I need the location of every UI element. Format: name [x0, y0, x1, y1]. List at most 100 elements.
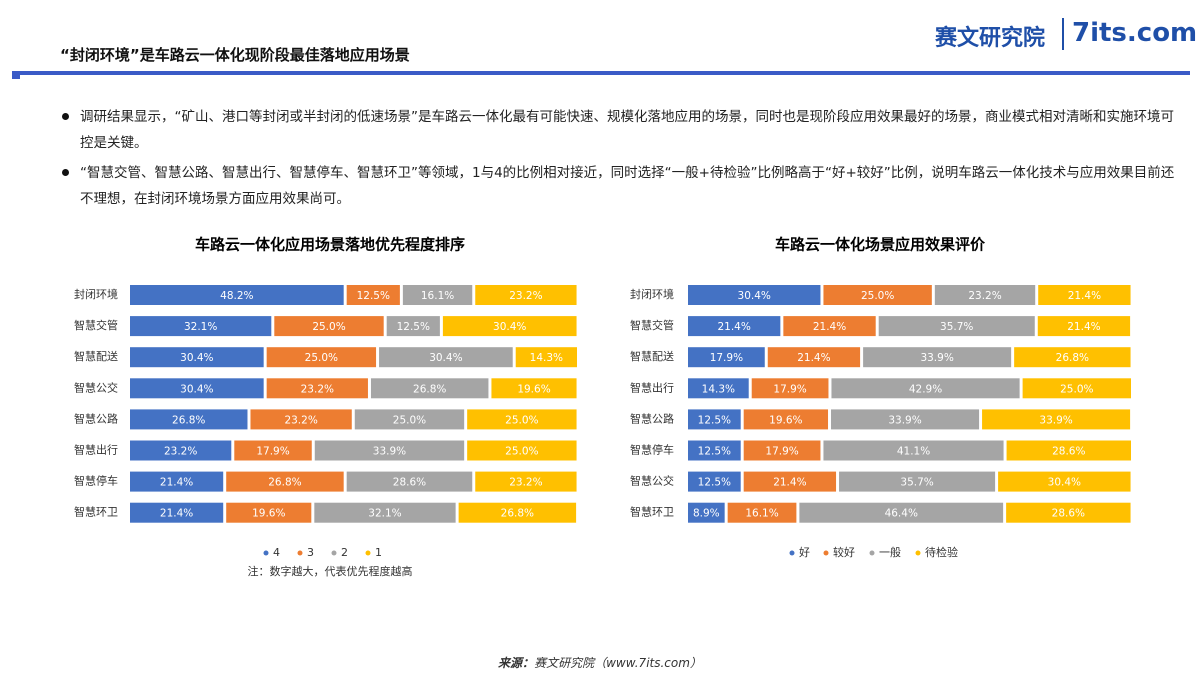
bar-segment — [346, 285, 400, 305]
bullet: “智慧交管、智慧公路、智慧出行、智慧停车、智慧环卫”等领域，1与4的比例相对接近… — [62, 160, 1182, 212]
bar-segment — [839, 471, 996, 492]
legend-marker — [365, 550, 371, 556]
data-label: 33.9% — [920, 352, 953, 364]
chart-title: 车路云一体化场景应用效果评价 — [775, 236, 986, 254]
bar-segment — [226, 502, 312, 523]
data-label: 26.8% — [413, 383, 446, 395]
bar-segment — [1022, 378, 1131, 399]
category-label: 智慧配送 — [74, 349, 118, 363]
bar-segment — [130, 285, 344, 305]
category-label: 智慧环卫 — [74, 505, 118, 519]
bar-segment — [823, 285, 932, 305]
legend-label: 3 — [307, 546, 314, 559]
data-label: 23.2% — [284, 414, 317, 426]
legend-marker — [297, 550, 303, 556]
legend-label: 较好 — [833, 545, 855, 559]
bar-segment — [1006, 440, 1131, 461]
data-label: 25.0% — [305, 352, 338, 364]
data-label: 16.1% — [421, 290, 454, 302]
source-label: 来源： — [498, 656, 535, 670]
category-label: 智慧停车 — [630, 443, 674, 457]
bar-segment — [688, 409, 741, 430]
bar-segment — [274, 316, 384, 337]
bar-segment — [250, 409, 352, 430]
data-label: 42.9% — [909, 383, 942, 395]
category-label: 智慧公交 — [630, 474, 674, 488]
data-label: 33.9% — [1039, 414, 1072, 426]
bar-segment — [346, 471, 473, 492]
data-label: 30.4% — [493, 321, 526, 333]
data-label: 46.4% — [885, 508, 918, 520]
bar-segment — [354, 409, 465, 430]
logo-url: 7its.com — [1072, 18, 1198, 48]
data-label: 30.4% — [738, 290, 771, 302]
data-label: 23.2% — [164, 446, 197, 458]
category-label: 智慧交管 — [630, 318, 674, 332]
bar-segment — [442, 316, 577, 337]
category-label: 智慧配送 — [630, 349, 674, 363]
title-rule — [12, 71, 1190, 75]
data-label: 26.8% — [268, 477, 301, 489]
bar-segment — [751, 378, 829, 399]
data-label: 25.0% — [861, 290, 894, 302]
legend-marker — [915, 550, 921, 556]
data-label: 12.5% — [397, 321, 430, 333]
bar-segment — [458, 502, 577, 523]
bar-segment — [688, 471, 741, 492]
data-label: 21.4% — [1067, 321, 1100, 333]
data-label: 21.4% — [1068, 290, 1101, 302]
data-label: 35.7% — [940, 321, 973, 333]
chart-note: 注：数字越大，代表优先程度越高 — [248, 564, 413, 578]
source-text: 赛文研究院（www.7its.com） — [534, 656, 702, 670]
data-label: 25.0% — [1060, 383, 1093, 395]
bar-segment — [863, 347, 1012, 368]
bar-segment — [491, 378, 577, 399]
data-label: 17.9% — [256, 446, 289, 458]
bar-segment — [467, 440, 577, 461]
category-label: 智慧公路 — [74, 411, 118, 425]
data-label: 23.2% — [509, 290, 542, 302]
data-label: 16.1% — [745, 508, 778, 520]
data-label: 19.6% — [769, 414, 802, 426]
category-label: 智慧出行 — [630, 380, 674, 394]
bar-segment — [130, 502, 224, 523]
bar-segment — [386, 316, 440, 337]
bar-segment — [475, 285, 577, 305]
data-label: 21.4% — [160, 477, 193, 489]
data-label: 17.9% — [710, 352, 743, 364]
data-label: 30.4% — [1048, 477, 1081, 489]
data-label: 8.9% — [693, 508, 720, 520]
legend-marker — [263, 550, 269, 556]
bar-segment — [831, 409, 980, 430]
data-label: 12.5% — [698, 446, 731, 458]
data-label: 33.9% — [373, 446, 406, 458]
data-label: 12.5% — [357, 290, 390, 302]
data-label: 48.2% — [220, 290, 253, 302]
legend-marker — [789, 550, 795, 556]
logo-separator — [1062, 18, 1064, 50]
rule-marker — [12, 71, 20, 79]
bar-segment — [130, 316, 272, 337]
legend-label: 2 — [341, 546, 348, 559]
data-label: 28.6% — [1052, 508, 1085, 520]
bar-segment — [688, 347, 765, 368]
bar-segment — [1014, 347, 1131, 368]
legend-label: 待检验 — [925, 545, 958, 559]
data-label: 28.6% — [393, 477, 426, 489]
data-label: 41.1% — [897, 446, 930, 458]
category-label: 智慧交管 — [74, 318, 118, 332]
bar-segment — [688, 285, 821, 305]
category-label: 智慧停车 — [74, 474, 118, 488]
bar-segment — [743, 440, 821, 461]
category-label: 智慧公路 — [630, 411, 674, 425]
legend-label: 一般 — [879, 546, 901, 559]
logo-text: 赛文研究院 — [935, 26, 1046, 51]
data-label: 30.4% — [180, 383, 213, 395]
bar-segment — [688, 440, 741, 461]
data-label: 30.4% — [429, 352, 462, 364]
data-label: 25.0% — [393, 414, 426, 426]
data-label: 26.8% — [1056, 352, 1089, 364]
legend-label: 1 — [375, 546, 382, 559]
